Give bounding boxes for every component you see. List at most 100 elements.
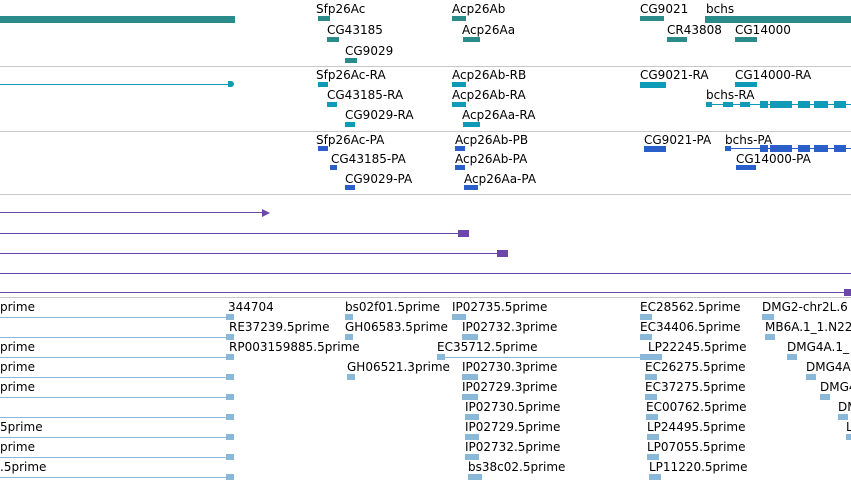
alignment-line[interactable] (0, 273, 851, 274)
est-feature[interactable] (648, 354, 662, 360)
est-label[interactable]: prime (0, 300, 35, 314)
protein-feature[interactable] (455, 146, 465, 151)
est-feature[interactable] (647, 434, 659, 440)
est-feature[interactable] (226, 354, 234, 360)
est-label[interactable]: LP24495.5prime (647, 420, 746, 434)
alignment-line[interactable] (0, 253, 500, 254)
est-feature[interactable] (787, 354, 797, 360)
est-label[interactable]: EC00762.5prime (646, 400, 747, 414)
est-label[interactable]: IP02732.5prime (465, 440, 561, 454)
gene-feature[interactable] (640, 16, 664, 21)
transcript-feature[interactable] (760, 101, 768, 108)
est-line[interactable] (437, 357, 647, 358)
transcript-feature[interactable] (463, 122, 480, 127)
protein-feature[interactable] (345, 185, 355, 190)
gene-label[interactable]: CR43808 (667, 23, 722, 37)
protein-feature[interactable] (770, 145, 792, 152)
est-feature[interactable] (226, 414, 234, 420)
est-label[interactable]: IP02735.5prime (452, 300, 548, 314)
est-label[interactable]: DMG2-chr2L.6 (762, 300, 848, 314)
protein-feature[interactable] (318, 146, 328, 151)
est-feature[interactable] (437, 354, 445, 360)
est-feature[interactable] (646, 414, 658, 420)
protein-feature[interactable] (814, 145, 828, 152)
est-feature[interactable] (846, 434, 851, 440)
protein-label[interactable]: Acp26Ab-PA (455, 152, 528, 166)
est-feature[interactable] (462, 374, 478, 380)
transcript-label[interactable]: Sfp26Ac-RA (316, 68, 386, 82)
transcript-feature[interactable] (345, 122, 355, 127)
transcript-label[interactable]: CG43185-RA (327, 88, 404, 102)
gene-label[interactable]: CG9029 (345, 44, 394, 58)
est-label[interactable]: IP02730.3prime (462, 360, 558, 374)
est-label[interactable]: RP003159885.5prime (229, 340, 360, 354)
est-line[interactable] (0, 317, 232, 318)
gene-feature[interactable] (667, 37, 687, 42)
est-feature[interactable] (838, 414, 848, 420)
protein-feature[interactable] (798, 145, 810, 152)
est-feature[interactable] (640, 334, 652, 340)
est-feature[interactable] (645, 394, 657, 400)
est-label[interactable]: 5prime (0, 420, 43, 434)
est-label[interactable]: MB6A.1_1.N22 (765, 320, 851, 334)
protein-feature[interactable] (834, 145, 846, 152)
gene-feature[interactable] (463, 37, 480, 42)
transcript-label[interactable]: CG9029-RA (345, 108, 414, 122)
est-line[interactable] (0, 457, 232, 458)
est-label[interactable]: RE37239.5prime (229, 320, 330, 334)
gene-label[interactable]: CG14000 (735, 23, 791, 37)
est-label[interactable]: DMG4A (806, 360, 851, 374)
transcript-feature[interactable] (798, 101, 810, 108)
alignment-line[interactable] (0, 212, 264, 213)
protein-label[interactable]: Acp26Aa-PA (464, 172, 537, 186)
est-feature[interactable] (226, 334, 234, 340)
est-feature[interactable] (647, 454, 659, 460)
est-label[interactable]: bs02f01.5prime (345, 300, 441, 314)
est-label[interactable]: DM (838, 400, 851, 414)
gene-label[interactable]: Acp26Ab (452, 2, 506, 16)
est-feature[interactable] (806, 374, 816, 380)
est-feature[interactable] (345, 314, 353, 320)
protein-label[interactable]: CG9021-PA (644, 133, 712, 147)
est-feature[interactable] (465, 454, 479, 460)
est-feature[interactable] (226, 434, 234, 440)
est-label[interactable]: EC34406.5prime (640, 320, 741, 334)
protein-feature[interactable] (464, 185, 478, 190)
transcript-feature[interactable] (723, 102, 733, 107)
gene-feature[interactable] (345, 58, 357, 63)
est-line[interactable] (0, 377, 232, 378)
est-label[interactable]: DMG4A.1_ (787, 340, 849, 354)
transcript-feature[interactable] (740, 102, 750, 107)
est-label[interactable]: IP02729.3prime (462, 380, 558, 394)
est-label[interactable]: IP02729.5prime (465, 420, 561, 434)
transcript-line[interactable] (0, 84, 232, 85)
est-feature[interactable] (462, 394, 478, 400)
est-feature[interactable] (645, 374, 657, 380)
est-feature[interactable] (462, 334, 478, 340)
gene-feature[interactable] (705, 16, 851, 23)
protein-feature[interactable] (644, 146, 666, 152)
gene-label[interactable]: Acp26Aa (462, 23, 516, 37)
transcript-feature[interactable] (318, 82, 328, 87)
est-feature[interactable] (465, 434, 479, 440)
gene-feature[interactable] (735, 37, 757, 42)
transcript-label[interactable]: Acp26Ab-RB (452, 68, 527, 82)
protein-label[interactable]: CG9029-PA (345, 172, 413, 186)
est-feature[interactable] (452, 314, 466, 320)
est-label[interactable]: IP02732.3prime (462, 320, 558, 334)
est-feature[interactable] (226, 454, 234, 460)
gene-feature[interactable] (0, 16, 235, 23)
gene-feature[interactable] (452, 16, 466, 21)
est-feature[interactable] (226, 474, 234, 480)
est-feature[interactable] (762, 314, 774, 320)
alignment-end[interactable] (497, 250, 508, 257)
protein-feature[interactable] (725, 146, 731, 151)
est-feature[interactable] (226, 374, 234, 380)
est-feature[interactable] (765, 334, 775, 340)
gene-feature[interactable] (318, 16, 330, 21)
est-line[interactable] (0, 357, 232, 358)
transcript-label[interactable]: CG14000-RA (735, 68, 812, 82)
est-feature[interactable] (640, 354, 648, 360)
est-label[interactable]: LP11220.5prime (649, 460, 748, 474)
est-label[interactable]: EC37275.5prime (645, 380, 746, 394)
